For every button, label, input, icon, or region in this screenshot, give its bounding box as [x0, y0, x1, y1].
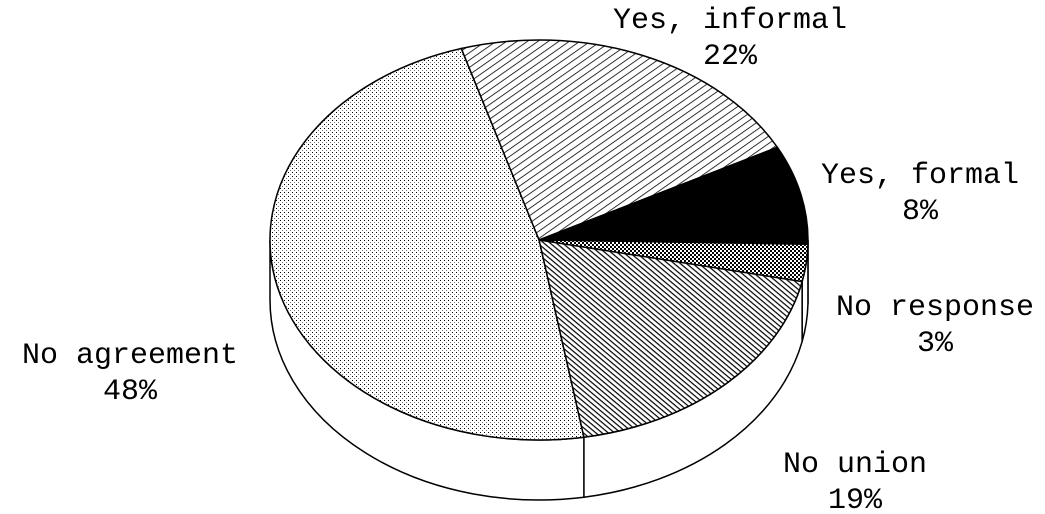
pie-slice: [460, 39, 779, 241]
pie-slice: [538, 239, 804, 439]
slice-label: Yes, informal: [613, 4, 847, 38]
slice-value-label: 48%: [103, 375, 158, 409]
slice-value-label: 22%: [703, 40, 758, 74]
pie-slice: [538, 146, 809, 245]
slice-label: Yes, formal: [821, 159, 1019, 193]
slice-value-label: 8%: [902, 195, 939, 229]
slice-label: No agreement: [22, 339, 238, 373]
slice-label: No union: [783, 448, 927, 482]
slice-label: No response: [836, 291, 1034, 325]
slice-value-label: 3%: [917, 327, 954, 361]
pie-slice: [269, 47, 585, 441]
slice-value-label: 19%: [828, 484, 883, 514]
